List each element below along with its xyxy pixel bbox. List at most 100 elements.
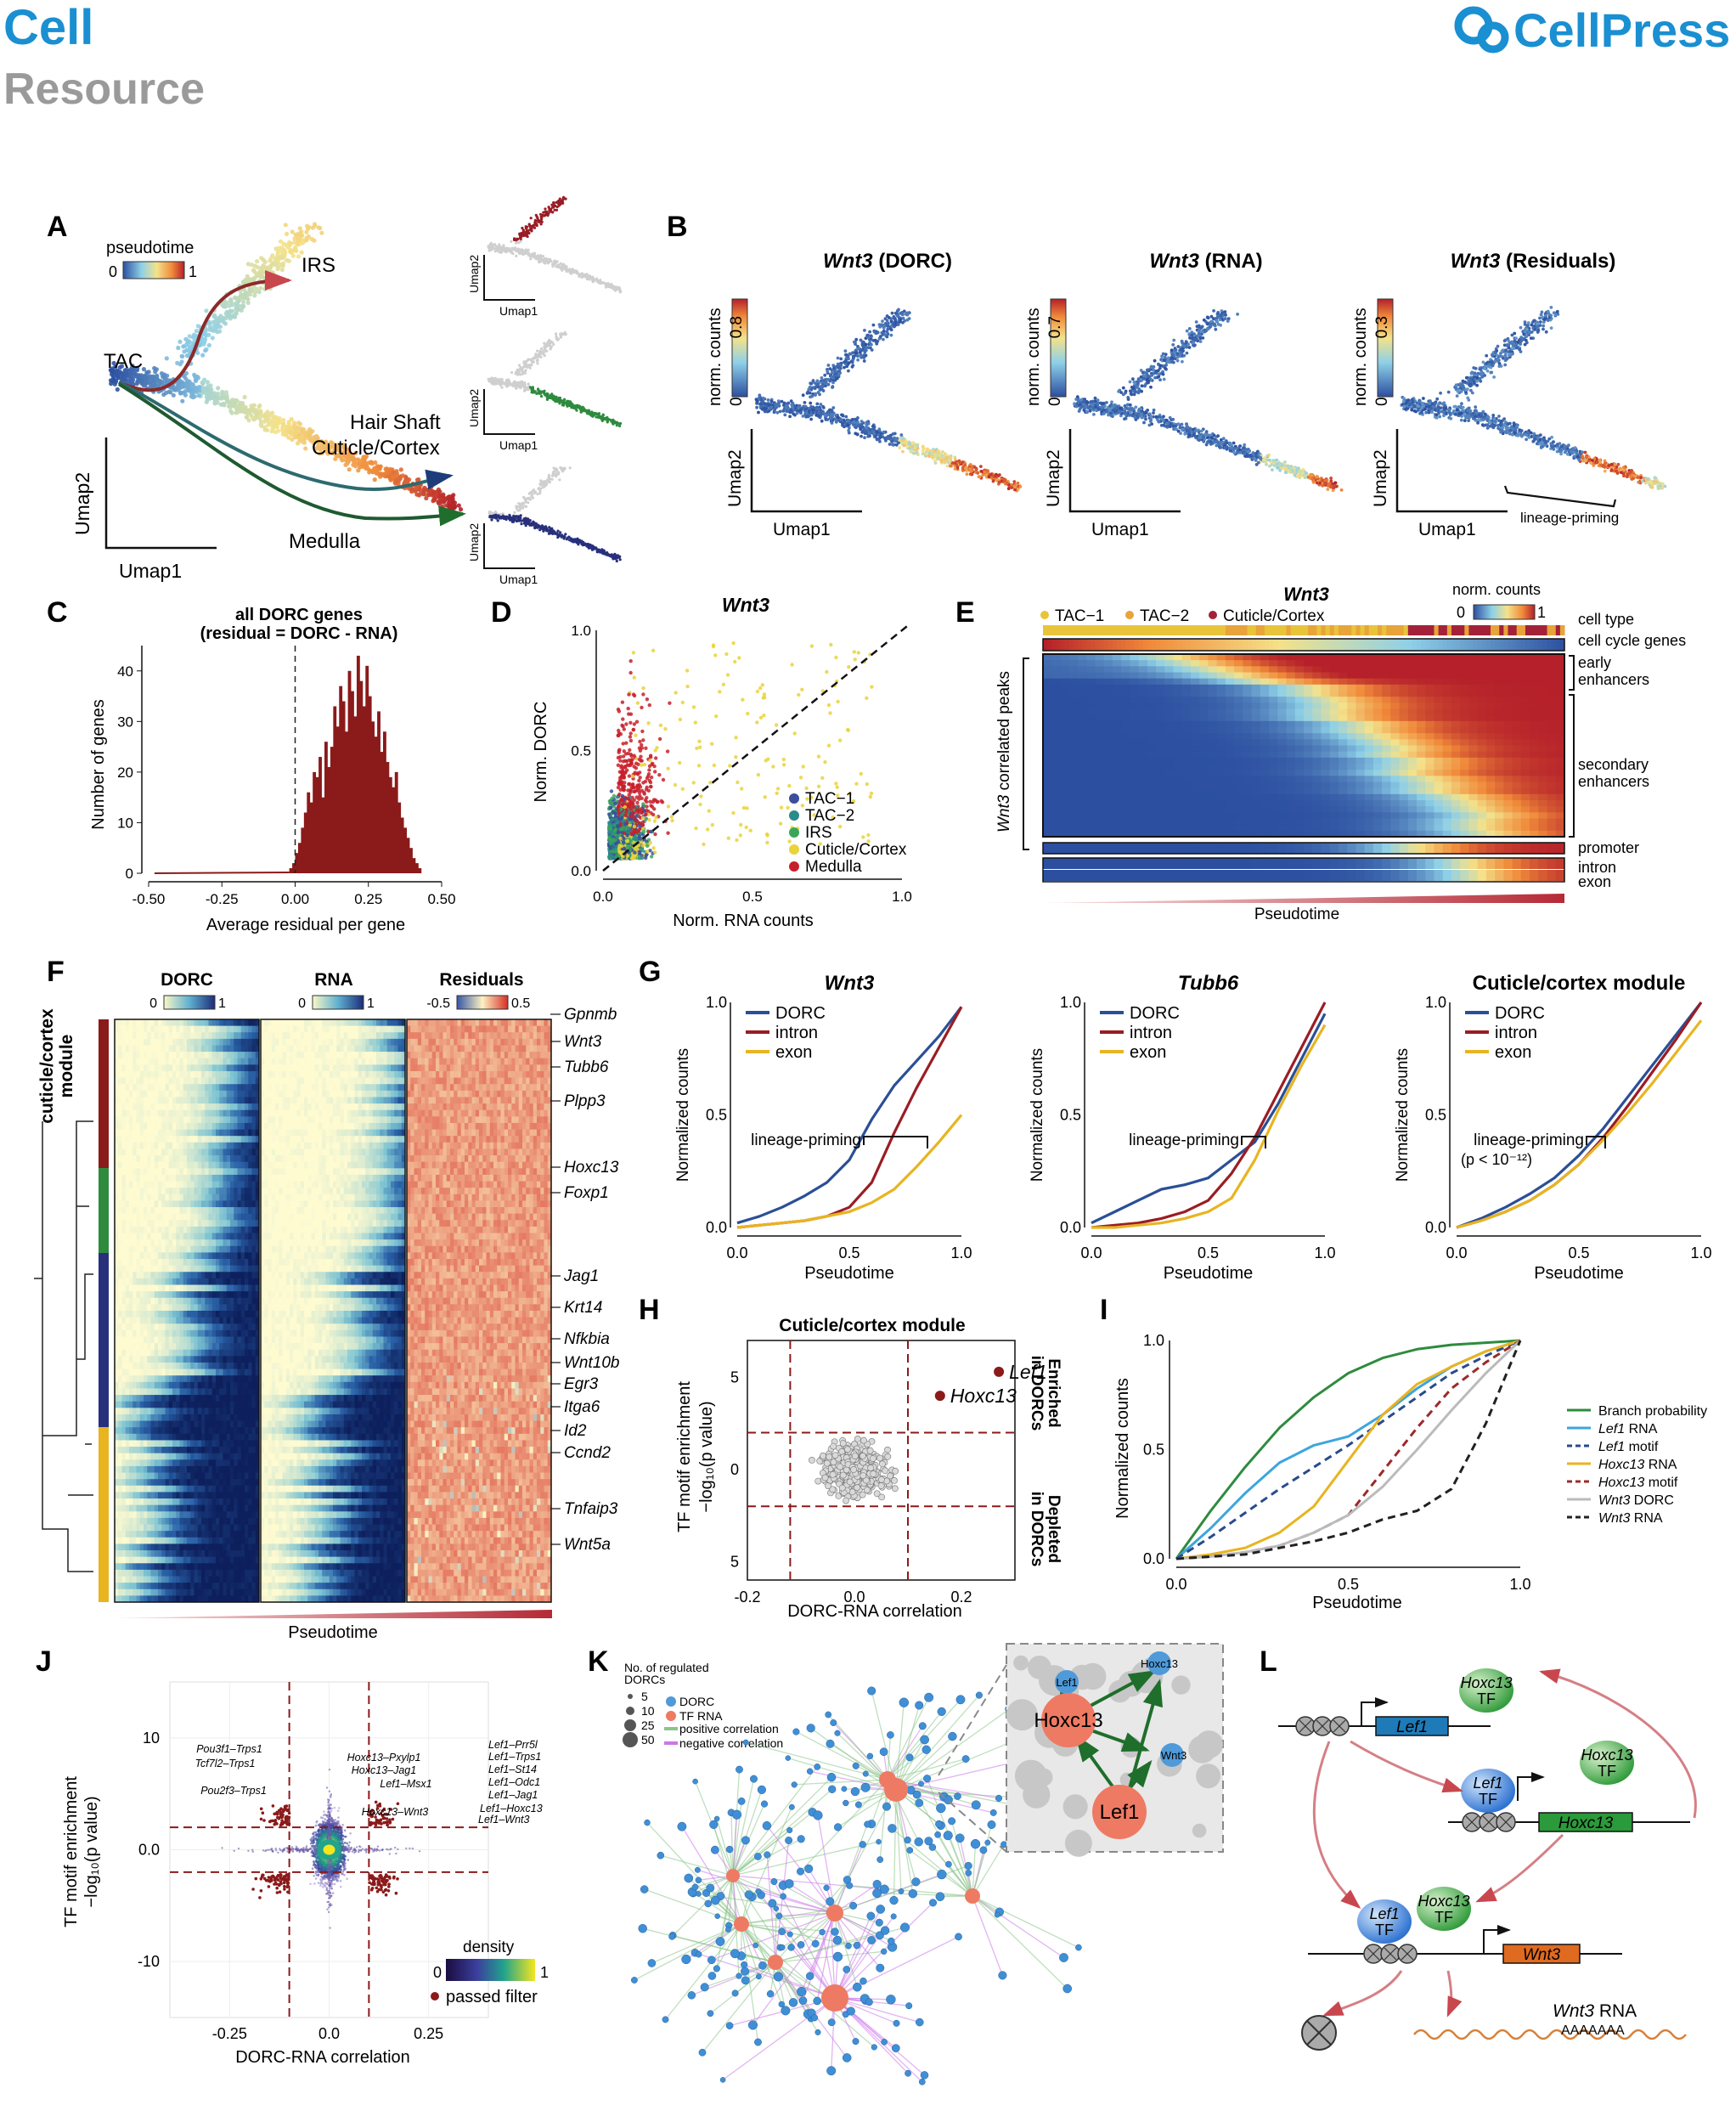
- umap-cell-point: [305, 236, 309, 240]
- mini-umap-point: [491, 512, 493, 515]
- umap-cell-point: [215, 325, 219, 330]
- journal-name: Cell: [3, 0, 93, 55]
- umap-cell-point: [375, 471, 380, 475]
- umap-cell-point: [421, 492, 426, 496]
- umap-cell-point: [165, 356, 169, 360]
- b-cell-point: [1171, 343, 1175, 347]
- b-cell-point: [1185, 422, 1188, 426]
- legend-min: 0: [109, 263, 117, 280]
- mini-umap-point: [515, 255, 517, 257]
- mini-umap-point: [517, 516, 520, 519]
- b-cell-point: [896, 314, 899, 318]
- umap-cell-point: [312, 239, 316, 243]
- mini-umap-point: [523, 520, 526, 522]
- mini-umap-point: [510, 371, 513, 374]
- b-cell-point: [1169, 416, 1172, 420]
- umap-cell-point: [254, 410, 258, 415]
- mini-umap-point: [495, 245, 498, 247]
- mini-umap-point: [558, 200, 561, 203]
- mini-umap-point: [561, 404, 564, 406]
- b-cell-point: [798, 404, 802, 408]
- b-cell-point: [908, 443, 911, 446]
- umap-cell-point: [268, 286, 273, 291]
- umap-cell-point: [281, 421, 285, 426]
- umap-cell-point: [392, 471, 396, 475]
- umap-cell-point: [294, 435, 298, 439]
- mini-umap-point: [490, 515, 493, 517]
- mini-umap-point: [541, 527, 544, 529]
- umap-cell-point: [177, 381, 181, 386]
- b-cell-point: [824, 414, 827, 417]
- umap-cell-point: [296, 420, 301, 425]
- b-colorbar-min: 0: [728, 397, 746, 406]
- mini-umap-point: [513, 237, 516, 240]
- b-cell-point: [826, 370, 829, 373]
- b-cell-point: [860, 354, 863, 358]
- mini-umap-point: [575, 409, 578, 412]
- umap-cell-point: [135, 381, 139, 386]
- mini-umap-point: [490, 518, 493, 521]
- b-cell-point: [870, 336, 873, 339]
- b-cell-point: [1247, 450, 1250, 454]
- b-cell-point: [933, 459, 937, 462]
- b-cell-point: [1188, 346, 1192, 349]
- mini-umap-point: [499, 513, 502, 516]
- umap-cell-point: [206, 396, 211, 400]
- umap-cell-point: [290, 250, 294, 254]
- b-cell-point: [876, 431, 879, 434]
- mini-umap-point: [521, 381, 523, 383]
- b-cell-point: [1131, 377, 1135, 381]
- umap-cell-point: [216, 386, 220, 390]
- mini-umap-point: [540, 347, 543, 350]
- mini-umap-point: [595, 546, 597, 549]
- umap-cell-point: [434, 494, 438, 498]
- panel-letter: B: [667, 211, 688, 243]
- b-cell-point: [1107, 414, 1110, 417]
- b-cell-point: [809, 402, 812, 405]
- b-cell-point: [859, 351, 862, 354]
- b-cell-point: [899, 320, 902, 324]
- b-cell-point: [851, 364, 854, 367]
- umap-cell-point: [287, 425, 291, 429]
- b-cell-point: [868, 432, 871, 435]
- mini-umap-point: [559, 531, 561, 533]
- hair-shaft-label: Hair Shaft: [350, 411, 441, 434]
- umap-cell-point: [274, 419, 279, 423]
- mini-umap-xlabel: Umap1: [499, 438, 538, 452]
- b-cell-point: [1138, 380, 1141, 383]
- mini-umap-point: [495, 381, 498, 383]
- b-cell-point: [820, 403, 823, 406]
- mini-umap-point: [555, 209, 558, 212]
- mini-umap-point: [551, 211, 554, 213]
- cellpress-logo-icon: [1458, 10, 1505, 49]
- b-cell-point: [1181, 340, 1184, 343]
- b-cell-point: [1124, 390, 1128, 393]
- mini-umap-point: [532, 521, 534, 523]
- mini-umap-point: [535, 214, 538, 217]
- mini-umap-point: [512, 520, 515, 522]
- umap-cell-point: [180, 399, 184, 404]
- b-cell-point: [1332, 488, 1335, 492]
- b-cell-point: [837, 416, 840, 420]
- umap-cell-point: [369, 460, 374, 464]
- umap-cell-point: [294, 234, 298, 238]
- b-cell-point: [897, 308, 900, 312]
- umap-cell-point: [203, 387, 207, 391]
- mini-umap-axes: [484, 523, 535, 568]
- b-cell-point: [815, 408, 819, 411]
- b-cell-point: [1198, 336, 1202, 340]
- umap-cell-point: [271, 270, 275, 274]
- b-cell-point: [765, 407, 769, 410]
- mini-umap-point: [518, 386, 521, 388]
- mini-umap-point: [601, 415, 604, 417]
- b-cell-point: [847, 423, 850, 426]
- b-cell-point: [1149, 420, 1153, 423]
- umap-cell-point: [268, 413, 273, 417]
- b-cell-point: [863, 436, 866, 439]
- mini-umap-point: [540, 395, 543, 398]
- b-cell-point: [1153, 376, 1157, 380]
- b-cell-point: [815, 403, 819, 406]
- b-cell-point: [1007, 487, 1011, 490]
- b-cell-point: [1141, 371, 1145, 375]
- b-cell-point: [890, 440, 893, 443]
